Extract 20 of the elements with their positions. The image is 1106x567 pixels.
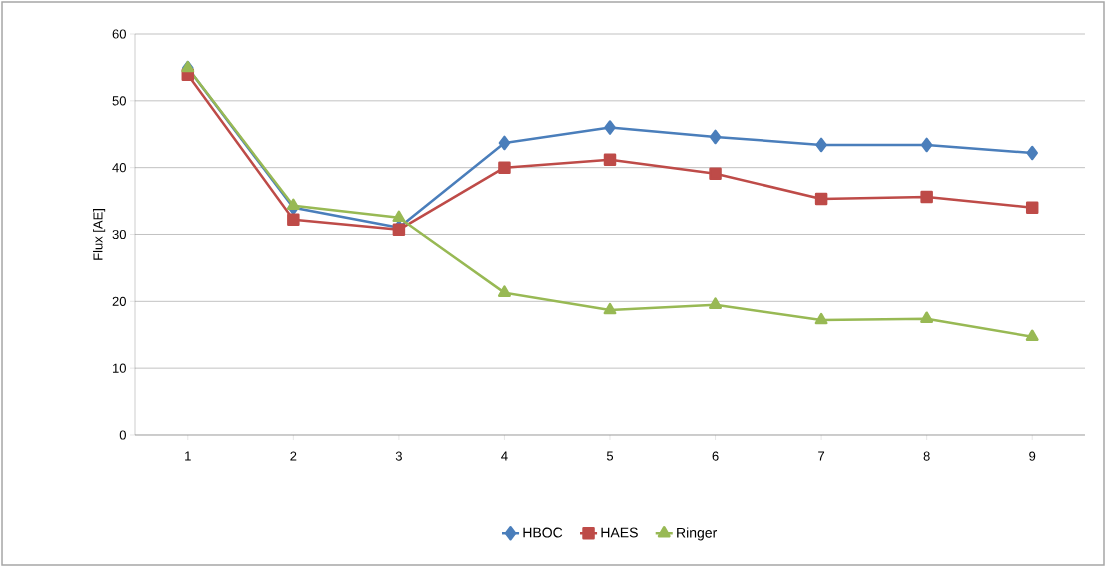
y-tick-label: 10 [113, 363, 126, 373]
x-tick-label: 9 [1029, 451, 1036, 461]
x-tick-label: 4 [501, 451, 508, 461]
x-tick-label: 1 [185, 451, 191, 461]
y-axis-title: Flux [AE] [93, 209, 106, 260]
x-tick-label: 5 [606, 451, 614, 461]
x-tick-label: 3 [395, 451, 402, 461]
x-tick-label: 6 [712, 451, 719, 461]
y-tick-label: 0 [119, 430, 126, 440]
legend-label: HBOC [523, 527, 563, 538]
legend-label: Ringer [677, 527, 718, 541]
y-tick-label: 40 [112, 163, 126, 173]
y-tick-label: 60 [112, 29, 126, 39]
y-tick-label: 50 [112, 96, 126, 106]
x-tick-label: 2 [290, 451, 297, 461]
y-tick-label: 30 [112, 229, 126, 240]
legend-label: HAES [601, 527, 638, 538]
y-tick-label: 20 [112, 296, 126, 306]
x-tick-label: 8 [923, 451, 930, 461]
x-tick-label: 7 [818, 451, 825, 461]
